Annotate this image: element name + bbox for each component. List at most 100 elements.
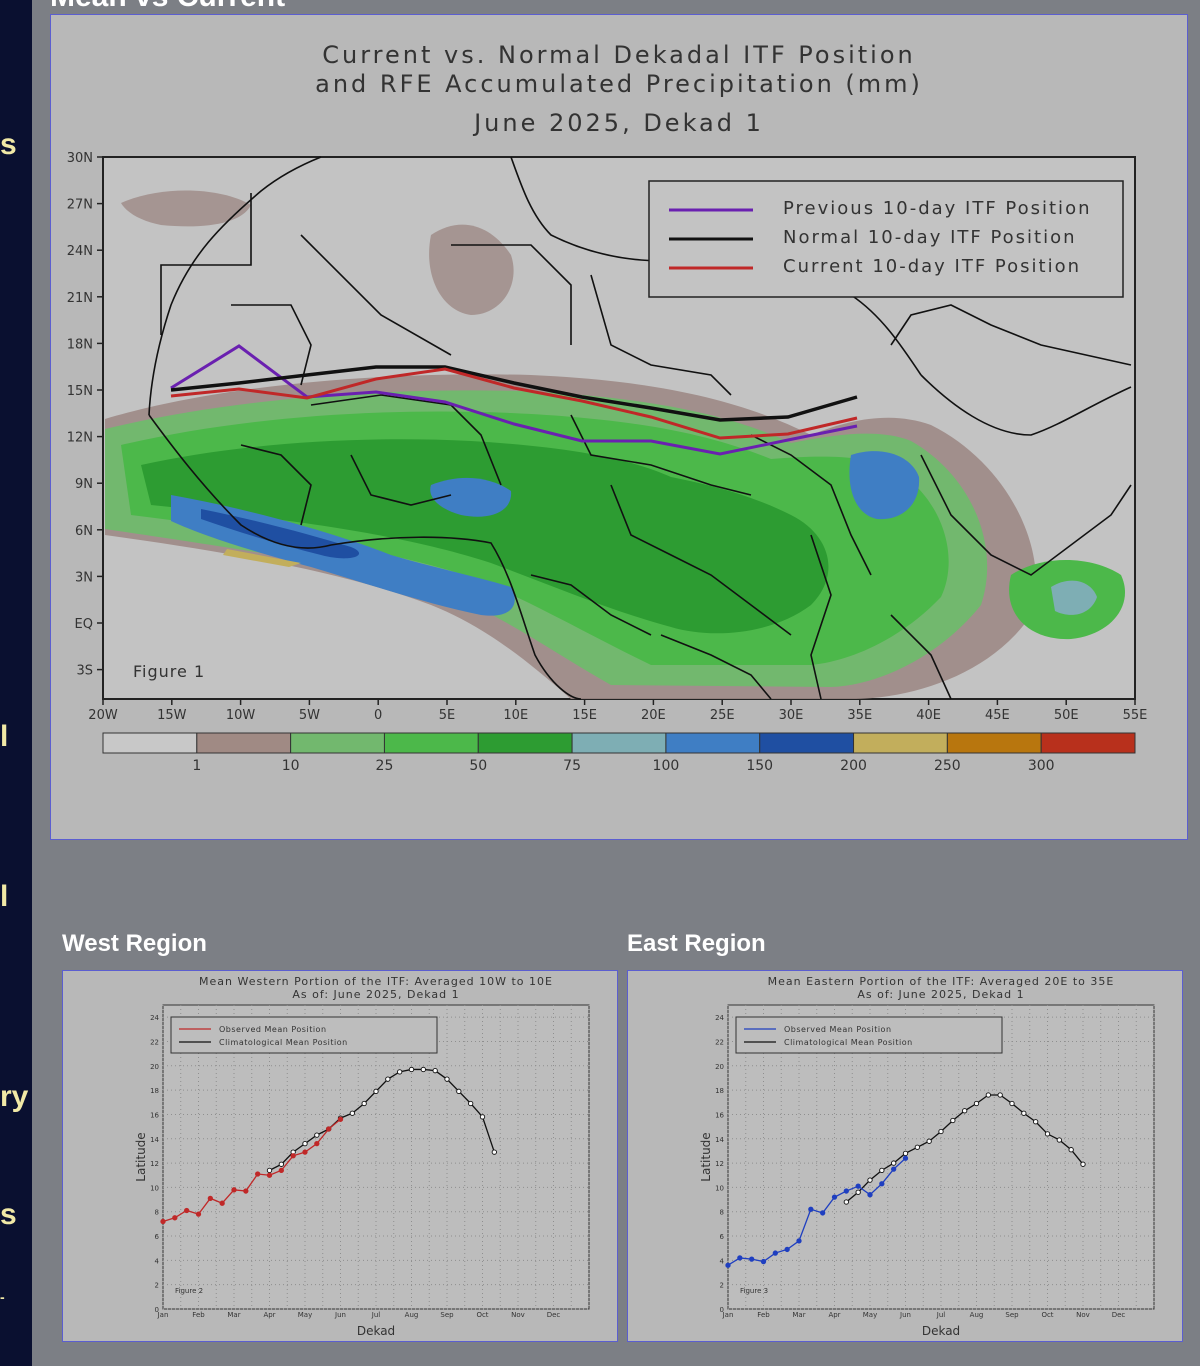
colorbar-segment xyxy=(759,732,855,754)
x-tick-label: Oct xyxy=(476,1311,488,1319)
data-point xyxy=(290,1153,296,1159)
legend-label: Observed Mean Position xyxy=(219,1025,327,1034)
sidebar-fragment: - xyxy=(0,1289,5,1305)
colorbar-segment xyxy=(571,732,667,754)
previous-itf-line xyxy=(170,344,858,456)
colorbar-segment xyxy=(477,732,573,754)
data-point xyxy=(820,1210,826,1216)
colorbar-label: 25 xyxy=(376,758,394,774)
colorbar-segment xyxy=(102,732,198,754)
map-legend: Previous 10-day ITF Position Normal 10-d… xyxy=(648,180,1124,298)
figure-label: Figure 2 xyxy=(175,1287,203,1295)
sidebar-fragment[interactable]: s xyxy=(0,1198,17,1231)
data-point xyxy=(456,1088,462,1094)
colorbar-segment xyxy=(946,732,1042,754)
itf-map-panel: Current vs. Normal Dekadal ITF Position … xyxy=(50,14,1188,840)
data-point xyxy=(796,1238,802,1244)
sidebar-fragment[interactable]: ry xyxy=(0,1080,29,1113)
data-point xyxy=(737,1255,743,1261)
data-point xyxy=(867,1177,873,1183)
data-point xyxy=(243,1188,249,1194)
sidebar-fragment[interactable]: s xyxy=(0,128,17,161)
colorbar-label: 200 xyxy=(840,758,867,774)
data-point xyxy=(985,1092,991,1098)
x-axis-label: Dekad xyxy=(922,1324,960,1338)
data-point xyxy=(950,1117,956,1124)
lon-tick-label: 30E xyxy=(779,708,804,723)
data-point xyxy=(855,1183,861,1189)
colorbar-label: 300 xyxy=(1028,758,1055,774)
y-tick-label: 20 xyxy=(715,1063,724,1071)
data-point xyxy=(1021,1110,1027,1116)
data-point xyxy=(326,1126,332,1132)
colorbar-segment xyxy=(853,732,948,754)
y-tick-label: 6 xyxy=(720,1233,725,1241)
colorbar-label: 100 xyxy=(653,758,680,774)
y-tick-label: 0 xyxy=(155,1306,159,1314)
data-point xyxy=(760,1258,767,1265)
chart-title: Mean Western Portion of the ITF: Average… xyxy=(199,975,553,988)
x-tick-label: Oct xyxy=(1041,1311,1053,1319)
data-point xyxy=(879,1181,885,1187)
colorbar-segment xyxy=(383,732,479,754)
lon-tick-label: 0 xyxy=(374,708,382,723)
lon-tick-label: 55E xyxy=(1123,708,1148,723)
colorbar-segment xyxy=(196,732,292,754)
latitude-axis: 30N 27N 24N 21N 18N 15N 12N 9N 6N 3N EQ 3S xyxy=(67,151,103,679)
map-title-line2: and RFE Accumulated Precipitation (mm) xyxy=(315,70,923,98)
precip-colorbar: 1 10 25 50 75 100 150 200 250 300 xyxy=(102,732,1136,774)
chart-legend xyxy=(170,1016,438,1054)
legend-label-normal: Normal 10-day ITF Position xyxy=(783,227,1077,248)
data-point xyxy=(997,1092,1003,1098)
data-point xyxy=(385,1076,391,1082)
sidebar-fragment[interactable]: l xyxy=(0,720,9,753)
data-point xyxy=(195,1211,202,1217)
legend-label: Climatological Mean Position xyxy=(784,1038,913,1047)
data-point xyxy=(266,1172,273,1178)
chart-legend xyxy=(735,1016,1003,1054)
lon-tick-label: 5E xyxy=(439,708,456,723)
data-point xyxy=(914,1144,920,1150)
legend-label: Climatological Mean Position xyxy=(219,1038,348,1047)
data-point xyxy=(879,1167,885,1174)
y-tick-label: 12 xyxy=(150,1160,159,1168)
y-tick-label: 4 xyxy=(155,1257,160,1265)
lon-tick-label: 15W xyxy=(157,708,187,723)
y-tick-label: 12 xyxy=(715,1160,724,1168)
data-point xyxy=(891,1160,897,1166)
data-point xyxy=(831,1194,838,1200)
y-tick-label: 6 xyxy=(155,1233,160,1241)
x-tick-label: Jun xyxy=(899,1311,911,1319)
sidebar-fragment[interactable]: l xyxy=(0,880,9,913)
data-point xyxy=(432,1068,438,1074)
y-tick-label: 14 xyxy=(715,1136,724,1144)
y-tick-label: 8 xyxy=(720,1209,724,1217)
data-point xyxy=(314,1132,320,1138)
east-region-panel: Mean Eastern Portion of the ITF: Average… xyxy=(627,970,1183,1342)
west-region-panel: Mean Western Portion of the ITF: Average… xyxy=(62,970,618,1342)
colorbar-label: 150 xyxy=(746,758,773,774)
y-tick-label: 20 xyxy=(150,1063,159,1071)
lon-tick-label: 10E xyxy=(503,708,528,723)
chart-subtitle: As of: June 2025, Dekad 1 xyxy=(292,988,459,1001)
lon-tick-label: 15E xyxy=(572,708,597,723)
figure-label: Figure 3 xyxy=(740,1287,768,1295)
lat-tick-label: 21N xyxy=(67,291,93,306)
x-tick-label: Jan xyxy=(157,1311,169,1319)
y-tick-label: 16 xyxy=(150,1111,159,1119)
y-tick-label: 14 xyxy=(150,1136,159,1144)
data-point xyxy=(219,1200,225,1206)
x-tick-label: Nov xyxy=(1076,1311,1090,1319)
data-point xyxy=(314,1140,320,1147)
y-tick-label: 2 xyxy=(155,1282,159,1290)
precip-field xyxy=(105,190,1126,699)
y-tick-label: 22 xyxy=(150,1038,159,1046)
data-point xyxy=(938,1128,944,1135)
colorbar-segment xyxy=(290,732,385,754)
x-tick-label: Apr xyxy=(828,1311,840,1319)
data-point xyxy=(725,1262,731,1268)
data-point xyxy=(373,1088,379,1094)
series-line xyxy=(162,1118,341,1223)
lon-tick-label: 5W xyxy=(299,708,320,723)
lon-tick-label: 10W xyxy=(226,708,256,723)
